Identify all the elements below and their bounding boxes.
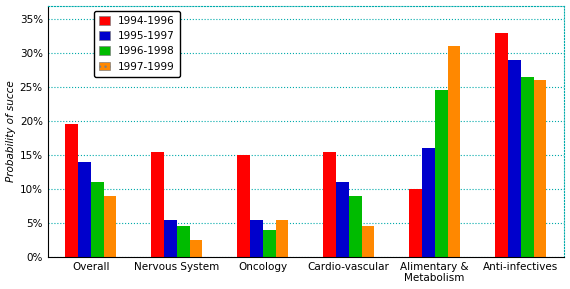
Bar	[78, 162, 91, 257]
Bar	[508, 60, 520, 257]
Bar	[409, 189, 422, 257]
Bar	[91, 182, 104, 257]
Bar	[323, 152, 336, 257]
Bar	[435, 90, 447, 257]
Bar	[263, 230, 275, 257]
Bar	[520, 77, 534, 257]
Bar	[534, 80, 547, 257]
Y-axis label: Probability of succe: Probability of succe	[6, 80, 15, 182]
Bar	[349, 196, 361, 257]
Bar	[190, 240, 202, 257]
Bar	[65, 125, 78, 257]
Bar	[275, 220, 288, 257]
Legend: 1994-1996, 1995-1997, 1996-1998, 1997-1999: 1994-1996, 1995-1997, 1996-1998, 1997-19…	[94, 11, 180, 77]
Bar	[422, 148, 435, 257]
Bar	[447, 46, 461, 257]
Bar	[164, 220, 177, 257]
Bar	[250, 220, 263, 257]
Bar	[361, 226, 374, 257]
Bar	[177, 226, 190, 257]
Bar	[151, 152, 164, 257]
Bar	[336, 182, 349, 257]
Bar	[104, 196, 116, 257]
Bar	[495, 33, 508, 257]
Bar	[237, 155, 250, 257]
